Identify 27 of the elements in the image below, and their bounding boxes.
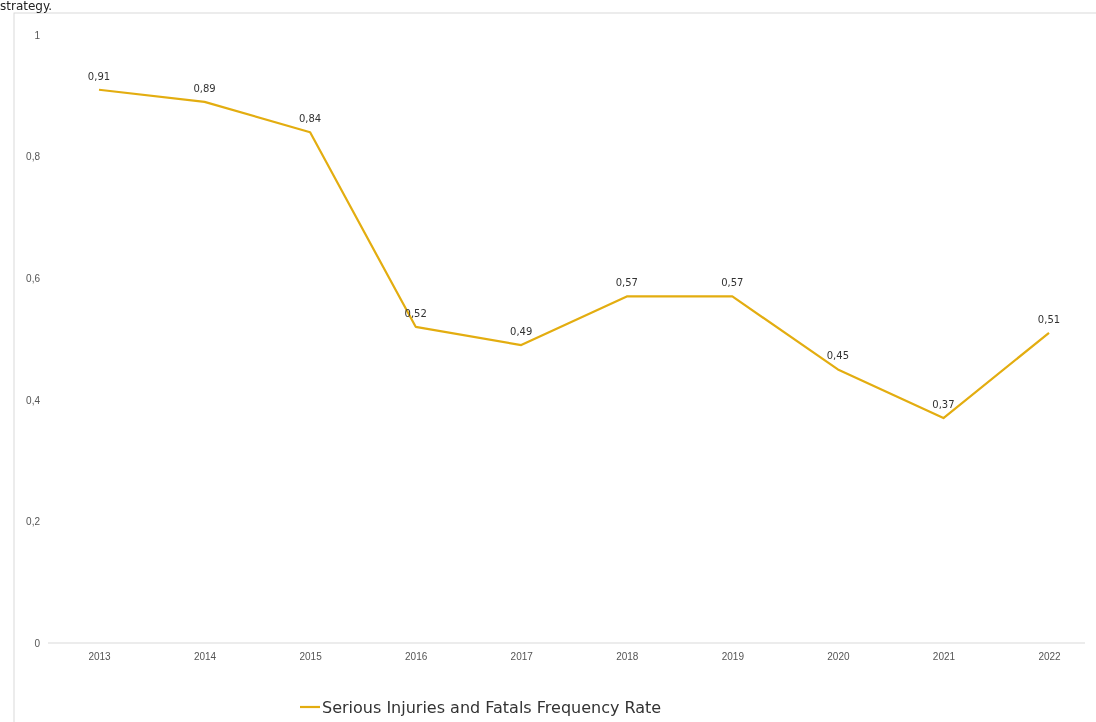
x-tick-label: 2017 bbox=[510, 651, 534, 663]
x-tick-label: 2019 bbox=[721, 651, 745, 663]
data-label: 0,84 bbox=[298, 113, 322, 125]
data-label: 0,57 bbox=[615, 277, 638, 289]
data-label: 0,37 bbox=[932, 399, 955, 411]
y-tick-label: 0,8 bbox=[26, 151, 41, 163]
data-label: 0,45 bbox=[826, 350, 850, 362]
data-label: 0,49 bbox=[510, 326, 533, 338]
x-tick-label: 2018 bbox=[616, 651, 639, 663]
x-tick-label: 2013 bbox=[88, 651, 112, 663]
data-label: 0,57 bbox=[721, 277, 744, 289]
y-tick-label: 1 bbox=[34, 29, 41, 41]
x-tick-label: 2016 bbox=[405, 651, 428, 663]
text: strategy. bbox=[0, 0, 53, 13]
data-label: 0,91 bbox=[87, 70, 111, 82]
x-tick-label: 2022 bbox=[1038, 651, 1062, 663]
y-tick-label: 0 bbox=[34, 637, 41, 649]
data-label: 0,51 bbox=[1037, 313, 1061, 325]
x-tick-label: 2014 bbox=[193, 651, 217, 663]
y-tick-label: 0,4 bbox=[26, 394, 41, 406]
data-label: 0,89 bbox=[193, 82, 216, 94]
x-tick-label: 2020 bbox=[827, 651, 850, 663]
legend-label: Serious Injuries and Fatals Frequency Rate bbox=[322, 698, 662, 717]
y-tick-label: 0,2 bbox=[26, 516, 41, 528]
y-tick-label: 0,6 bbox=[26, 272, 41, 284]
x-tick-label: 2015 bbox=[299, 651, 323, 663]
x-tick-label: 2021 bbox=[932, 651, 956, 663]
